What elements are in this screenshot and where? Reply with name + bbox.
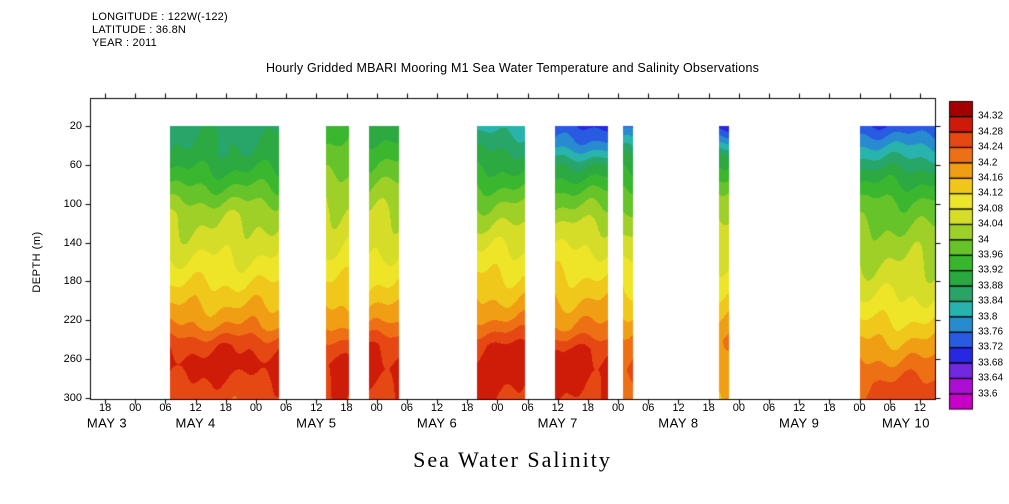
x-tick-label: 12: [551, 402, 564, 414]
x-tick-label: 18: [461, 402, 474, 414]
x-tick-label: 12: [310, 402, 323, 414]
colorbar-tick-label: 33.92: [978, 264, 1004, 276]
x-day-label: MAY 3: [86, 415, 128, 431]
colorbar-tick-label: 34.2: [978, 157, 998, 169]
colorbar-tick-label: 33.72: [978, 341, 1004, 353]
y-tick-label: 60: [69, 158, 82, 171]
x-day-label: MAY 9: [779, 415, 820, 431]
colorbar-tick-label: 33.64: [978, 372, 1004, 384]
x-tick-label: 06: [883, 402, 896, 414]
colorbar-tick-label: 34.08: [978, 203, 1004, 215]
colorbar-tick-label: 33.6: [978, 388, 998, 400]
x-tick-label: 18: [219, 402, 232, 414]
x-tick-label: 18: [823, 402, 836, 414]
header-year: YEAR : 2011: [92, 37, 157, 49]
x-day-label: MAY 5: [296, 415, 337, 431]
x-tick-label: 00: [612, 402, 625, 414]
x-tick-label: 18: [702, 402, 715, 414]
colorbar-tick-label: 33.84: [978, 295, 1004, 307]
y-tick-label: 140: [63, 236, 82, 249]
colorbar-tick-label: 34.04: [978, 218, 1004, 230]
x-day-label: MAY 8: [658, 415, 699, 431]
x-day-label: MAY 6: [416, 415, 458, 431]
x-tick-label: 06: [280, 402, 293, 414]
colorbar-tick-label: 33.76: [978, 326, 1004, 338]
x-day-label: MAY 7: [537, 415, 578, 431]
colorbar-tick-label: 33.96: [978, 249, 1004, 261]
colorbar-tick-label: 34.24: [978, 141, 1004, 153]
y-tick-label: 100: [63, 197, 82, 210]
bottom-title: Sea Water Salinity: [413, 447, 612, 472]
chart-title: Hourly Gridded MBARI Mooring M1 Sea Wate…: [265, 61, 760, 75]
x-tick-label: 06: [521, 402, 534, 414]
x-tick-label: 00: [249, 402, 263, 414]
y-tick-label: 180: [63, 275, 82, 288]
x-tick-label: 06: [400, 402, 413, 414]
colorbar-tick-label: 34: [978, 234, 990, 246]
y-axis-title: DEPTH (m): [31, 231, 43, 293]
y-tick-label: 220: [63, 314, 82, 327]
colorbar-tick-label: 34.28: [978, 126, 1004, 138]
colorbar-tick-label: 34.16: [978, 172, 1004, 184]
x-tick-label: 18: [581, 402, 595, 414]
x-day-label: MAY 4: [175, 415, 216, 431]
colorbar-tick-label: 33.8: [978, 311, 998, 323]
x-day-label: MAY 10: [881, 415, 931, 431]
x-tick-label: 12: [793, 402, 806, 414]
x-tick-label: 12: [672, 402, 685, 414]
x-tick-label: 00: [491, 402, 504, 414]
x-tick-label: 06: [762, 402, 776, 414]
x-tick-label: 06: [642, 402, 655, 414]
x-tick-label: 12: [189, 402, 202, 414]
x-tick-label: 00: [129, 402, 142, 414]
x-tick-label: 00: [853, 402, 866, 414]
x-tick-label: 12: [913, 402, 927, 414]
colorbar-tick-label: 34.32: [978, 110, 1004, 122]
x-tick-label: 12: [430, 402, 444, 414]
colorbar-tick-label: 33.68: [978, 357, 1004, 369]
colorbar-tick-label: 34.12: [978, 187, 1004, 199]
y-tick-label: 260: [63, 353, 82, 366]
header-latitude: LATITUDE : 36.8N: [92, 24, 187, 36]
x-tick-label: 00: [732, 402, 745, 414]
x-tick-label: 06: [159, 402, 172, 414]
x-tick-label: 00: [370, 402, 383, 414]
header-info: LONGITUDE : 122W(-122) LATITUDE : 36.8N …: [92, 11, 228, 50]
y-tick-label: 20: [69, 120, 82, 132]
x-tick-label: 18: [340, 402, 353, 414]
colorbar-tick-label: 33.88: [978, 280, 1004, 292]
header-longitude: LONGITUDE : 122W(-122): [92, 11, 228, 23]
x-tick-label: 18: [98, 402, 112, 414]
y-tick-label: 300: [63, 392, 82, 404]
